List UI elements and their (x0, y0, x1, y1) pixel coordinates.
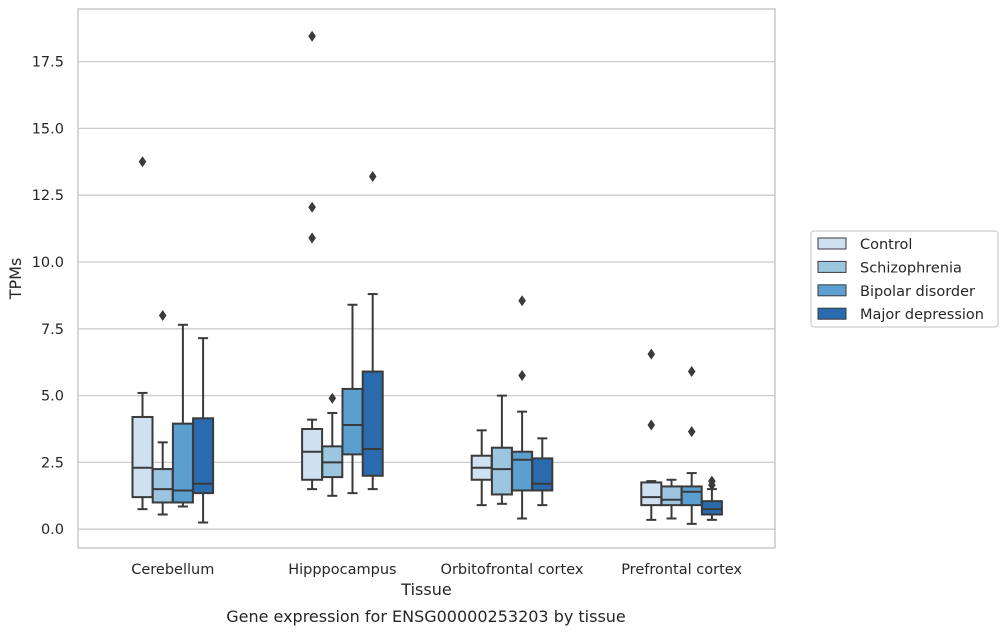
box-body (531, 457, 554, 492)
box-body (490, 446, 513, 496)
box-body (131, 415, 154, 499)
legend-label: Major depression (860, 307, 984, 323)
x-tick-label: Prefrontal cortex (621, 562, 742, 578)
box-body (151, 468, 174, 504)
box-control-0 (131, 156, 154, 511)
outlier-point (687, 426, 696, 438)
y-tick-label: 10.0 (32, 255, 64, 271)
box-body (680, 485, 703, 507)
box-bipolar-disorder-0 (171, 323, 194, 508)
box-body (192, 417, 215, 495)
box-schizophrenia-0 (151, 309, 174, 516)
outlier-point (328, 392, 337, 404)
box-schizophrenia-3 (660, 478, 683, 520)
legend-item: Control (817, 237, 912, 253)
box-body (341, 387, 364, 456)
y-tick-label: 17.5 (32, 55, 64, 71)
legend-swatch (817, 307, 847, 320)
x-tick-label: Orbitofrontal cortex (441, 562, 584, 578)
x-axis-title: Tissue (400, 580, 451, 599)
box-major-depression-1 (361, 170, 384, 491)
box-bipolar-disorder-2 (511, 295, 534, 520)
outlier-point (308, 30, 316, 42)
box-control-1 (301, 30, 324, 491)
chart-caption: Gene expression for ENSG00000253203 by t… (226, 607, 626, 626)
legend-item: Major depression (817, 307, 984, 323)
legend-label: Schizophrenia (860, 260, 962, 276)
box-control-2 (470, 429, 493, 507)
box-control-3 (640, 348, 663, 521)
outlier-point (647, 348, 656, 360)
y-tick-label: 5.0 (41, 389, 64, 405)
box-schizophrenia-1 (321, 392, 344, 497)
outlier-point (518, 370, 526, 382)
x-tick-label: Cerebellum (131, 562, 214, 578)
box-body (511, 450, 534, 492)
legend-label: Control (860, 237, 912, 253)
y-axis-title: TPMs (6, 258, 25, 301)
box-body (660, 485, 683, 507)
legend-swatch (817, 237, 847, 250)
box-bipolar-disorder-3 (680, 366, 703, 525)
y-tick-label: 0.0 (41, 522, 64, 538)
outlier-point (687, 366, 696, 378)
outlier-point (647, 419, 656, 431)
box-body (301, 428, 324, 481)
legend-item: Bipolar disorder (817, 284, 975, 300)
outlier-point (308, 201, 316, 213)
box-body (361, 370, 384, 477)
x-tick-label: Hipppocampus (288, 562, 396, 578)
outlier-point (518, 295, 526, 307)
y-axis-ticks: 0.0 2.5 5.0 7.5 10.0 12.5 15.0 17.5 (32, 55, 64, 539)
y-tick-label: 7.5 (41, 322, 64, 338)
box-bipolar-disorder-1 (341, 303, 364, 495)
box-body (700, 500, 723, 516)
y-tick-label: 12.5 (32, 188, 64, 204)
box-major-depression-3 (700, 475, 723, 521)
y-tick-label: 15.0 (32, 121, 64, 137)
box-major-depression-0 (192, 337, 215, 524)
legend-label: Bipolar disorder (860, 284, 975, 300)
legend-item: Schizophrenia (817, 260, 962, 276)
x-axis-ticks: Cerebellum Hipppocampus Orbitofrontal cort… (131, 562, 742, 578)
plot-frame (77, 8, 776, 549)
box-schizophrenia-2 (490, 394, 513, 505)
legend-swatch (817, 260, 847, 273)
outlier-point (138, 156, 147, 168)
outlier-point (158, 309, 167, 321)
legend-frame (810, 230, 999, 328)
y-tick-label: 2.5 (41, 455, 64, 471)
outlier-point (708, 475, 716, 487)
box-plot-area (131, 30, 723, 525)
box-major-depression-2 (531, 437, 554, 507)
box-body (640, 481, 663, 507)
legend-swatch (817, 284, 847, 297)
outlier-point (368, 170, 377, 182)
outlier-point (308, 232, 316, 244)
legend: Control Schizophrenia Bipolar disorder Majo… (810, 230, 999, 328)
